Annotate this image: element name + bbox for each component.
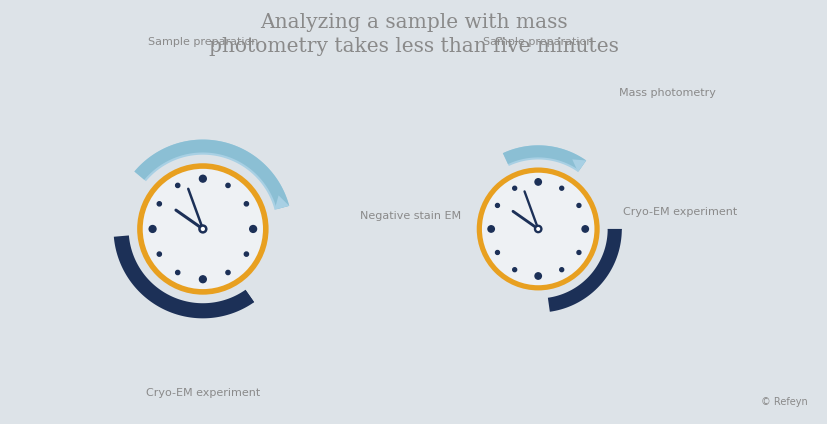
Text: Cryo-EM experiment: Cryo-EM experiment (622, 207, 736, 217)
Circle shape (559, 268, 563, 272)
Circle shape (495, 251, 499, 254)
Circle shape (199, 175, 206, 182)
Circle shape (476, 167, 599, 290)
Circle shape (142, 169, 263, 289)
Text: Mass photometry: Mass photometry (619, 88, 715, 98)
Polygon shape (502, 145, 586, 170)
Circle shape (535, 226, 540, 232)
Text: Sample preparation: Sample preparation (147, 36, 258, 47)
Circle shape (576, 251, 581, 254)
Circle shape (534, 179, 541, 185)
Circle shape (495, 204, 499, 207)
Circle shape (175, 183, 179, 187)
Circle shape (149, 226, 155, 232)
Text: Sample preparation: Sample preparation (482, 36, 593, 47)
Circle shape (226, 183, 230, 187)
Circle shape (481, 173, 594, 285)
Circle shape (512, 186, 516, 190)
Circle shape (487, 226, 494, 232)
Polygon shape (571, 159, 586, 172)
Circle shape (581, 226, 588, 232)
Text: Analyzing a sample with mass
photometry takes less than five minutes: Analyzing a sample with mass photometry … (208, 13, 619, 56)
Circle shape (534, 273, 541, 279)
Circle shape (512, 268, 516, 272)
Polygon shape (239, 290, 254, 303)
Text: © Refeyn: © Refeyn (760, 397, 806, 407)
Polygon shape (134, 139, 289, 209)
Circle shape (244, 202, 248, 206)
Circle shape (244, 252, 248, 256)
Circle shape (175, 271, 179, 275)
Polygon shape (134, 139, 289, 210)
Polygon shape (547, 229, 621, 312)
Circle shape (137, 163, 268, 295)
Polygon shape (275, 195, 289, 210)
Text: Cryo-EM experiment: Cryo-EM experiment (146, 388, 260, 398)
Circle shape (157, 202, 161, 206)
Circle shape (250, 226, 256, 232)
Polygon shape (502, 145, 586, 172)
Text: Negative stain EM: Negative stain EM (360, 211, 461, 221)
Circle shape (226, 271, 230, 275)
Circle shape (157, 252, 161, 256)
Circle shape (576, 204, 581, 207)
Circle shape (559, 186, 563, 190)
Circle shape (199, 276, 206, 283)
Polygon shape (113, 235, 254, 318)
Polygon shape (607, 229, 621, 241)
Circle shape (200, 226, 205, 232)
